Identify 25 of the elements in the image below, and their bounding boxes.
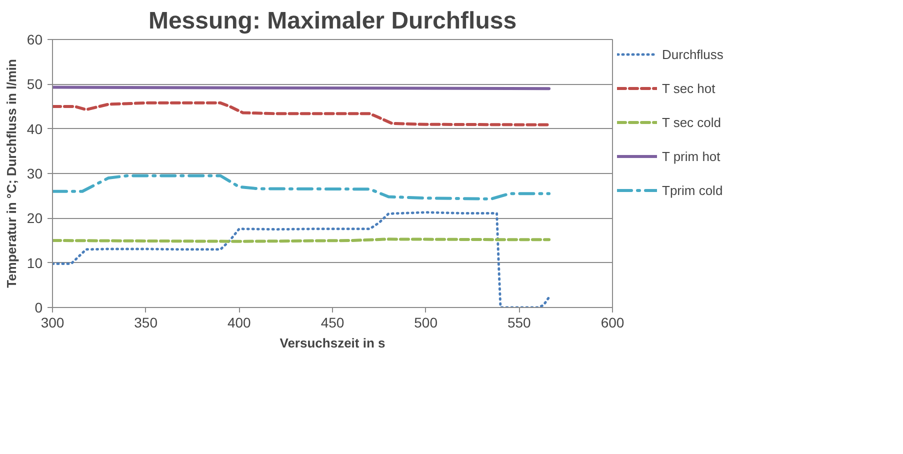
legend-label: T sec hot bbox=[662, 80, 716, 96]
y-tick-label: 60 bbox=[26, 32, 43, 48]
legend-label: Durchfluss bbox=[662, 46, 724, 62]
y-axis-title: Temperatur in °C; Durchfluss in l/min bbox=[4, 59, 19, 288]
x-axis-title: Versuchszeit in s bbox=[280, 336, 386, 350]
y-tick-label: 10 bbox=[26, 254, 43, 271]
legend-label: Tprim cold bbox=[662, 182, 723, 198]
y-tick-label: 0 bbox=[34, 300, 43, 316]
x-tick-label: 450 bbox=[320, 314, 344, 330]
x-tick-label: 350 bbox=[134, 314, 158, 330]
y-tick-label: 50 bbox=[26, 76, 43, 92]
chart-title: Messung: Maximaler Durchfluss bbox=[148, 8, 517, 34]
y-tick-label: 30 bbox=[26, 166, 43, 182]
legend-label: T sec cold bbox=[662, 114, 722, 130]
x-tick-label: 300 bbox=[40, 314, 64, 330]
y-tick-label: 20 bbox=[26, 210, 43, 226]
line-series bbox=[52, 101, 551, 126]
x-tick-label: 500 bbox=[414, 314, 438, 330]
x-tick-label: 400 bbox=[227, 314, 252, 330]
y-tick-label: 40 bbox=[26, 120, 43, 137]
x-tick-label: 550 bbox=[507, 314, 532, 330]
legend-label: T prim hot bbox=[662, 148, 720, 164]
line-series bbox=[52, 211, 550, 308]
line-series bbox=[52, 174, 551, 200]
x-tick-label: 600 bbox=[600, 314, 624, 330]
